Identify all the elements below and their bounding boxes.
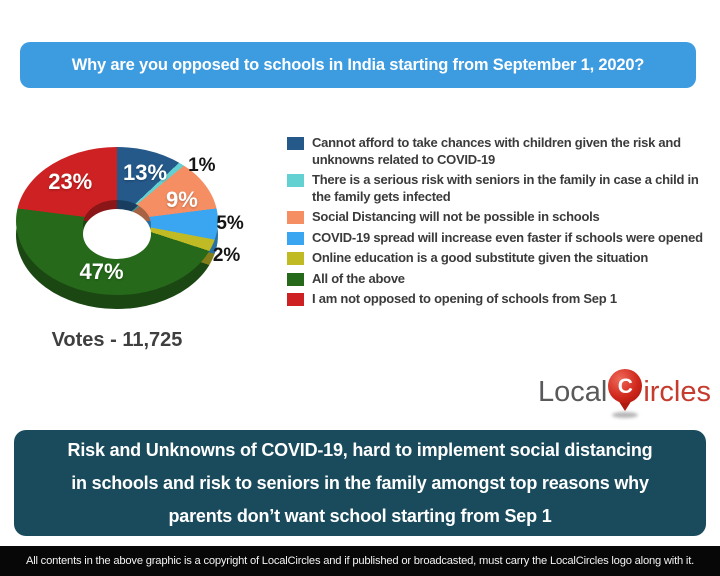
question-banner: Why are you opposed to schools in India … [20, 42, 696, 88]
pin-shadow [612, 412, 639, 418]
summary-banner: Risk and Unknowns of COVID-19, hard to i… [14, 430, 706, 536]
legend-swatch [287, 231, 304, 245]
legend-item: COVID-19 spread will increase even faste… [287, 230, 711, 247]
pie-percentage-label: 47% [79, 258, 124, 284]
legend-item: I am not opposed to opening of schools f… [287, 291, 711, 308]
legend-swatch [287, 211, 304, 224]
legend-label: All of the above [312, 270, 405, 286]
donut-chart: 13% 1% 9% 5% 2% 47% 23% [16, 147, 244, 309]
legend-swatch [287, 272, 304, 286]
pie-percentage-label: 1% [188, 155, 216, 177]
legend-label: There is a serious risk with seniors in … [312, 172, 699, 204]
pin-ball: C [608, 369, 643, 403]
legend-swatch [287, 293, 304, 306]
pin-letter: C [617, 374, 633, 398]
localcircles-logo: Local C ircles [538, 366, 711, 418]
legend-item: All of the above [287, 271, 711, 288]
question-text: Why are you opposed to schools in India … [71, 55, 645, 74]
legend-item: There is a serious risk with seniors in … [287, 172, 711, 205]
logo-text-local: Local [538, 375, 608, 408]
legend-swatch [287, 174, 304, 187]
donut-hole [83, 209, 151, 259]
pie-percentage-label: 2% [212, 244, 241, 266]
legend-swatch [287, 137, 304, 150]
pie-percentage-label: 23% [48, 169, 93, 195]
pie-percentage-label: 13% [123, 160, 168, 186]
copyright-text: All contents in the above graphic is a c… [25, 555, 695, 567]
chart-legend: Cannot afford to take chances with child… [287, 135, 711, 308]
legend-label: COVID-19 spread will increase even faste… [312, 229, 703, 245]
legend-item: Cannot afford to take chances with child… [287, 135, 711, 168]
legend-label: Cannot afford to take chances with child… [312, 135, 681, 167]
votes-count: Votes - 11,725 [51, 329, 183, 351]
legend-item: Social Distancing will not be possible i… [287, 209, 711, 226]
legend-label: I am not opposed to opening of schools f… [312, 291, 617, 306]
legend-label: Online education is a good substitute gi… [312, 250, 649, 265]
logo-text-circles: ircles [643, 375, 711, 408]
legend-label: Social Distancing will not be possible i… [312, 209, 600, 224]
legend-item: Online education is a good substitute gi… [287, 250, 711, 267]
location-pin-icon: C [608, 367, 643, 418]
pie-percentage-label: 5% [216, 212, 244, 234]
legend-swatch [287, 252, 304, 265]
summary-text: Risk and Unknowns of COVID-19, hard to i… [67, 439, 653, 526]
pin-tail [618, 400, 633, 411]
copyright-bar: All contents in the above graphic is a c… [0, 546, 720, 576]
pie-percentage-label: 9% [165, 187, 198, 213]
